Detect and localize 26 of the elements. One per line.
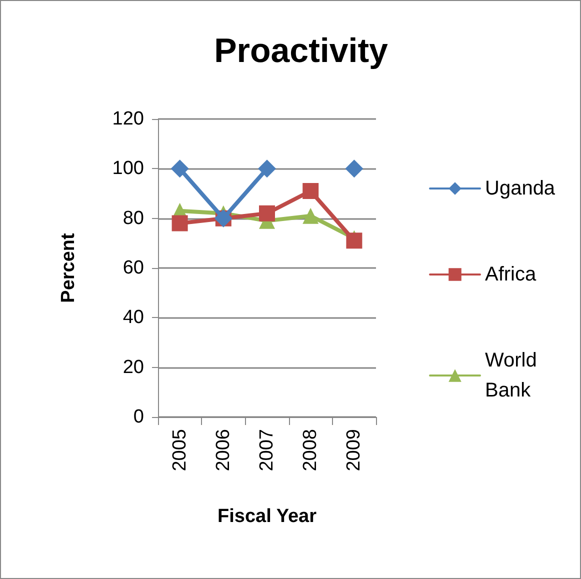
x-tick-label: 2007 <box>256 429 278 472</box>
point <box>302 208 319 224</box>
y-tick-label: 20 <box>122 356 144 378</box>
legend-label: World Bank <box>485 350 542 402</box>
point <box>172 215 188 232</box>
legend-label: Uganda <box>485 178 556 200</box>
chart-title: Proactivity <box>214 32 388 70</box>
x-tick-label: 2006 <box>212 429 234 472</box>
point <box>259 205 275 222</box>
x-tick-label: 2008 <box>300 429 322 472</box>
y-tick-label: 100 <box>112 158 144 180</box>
y-tick-label: 40 <box>122 307 144 328</box>
y-axis-title: Percent <box>58 232 79 303</box>
x-tick-label: 2009 <box>344 429 365 472</box>
x-axis-title: Fiscal Year <box>218 506 318 527</box>
point <box>302 183 319 200</box>
legend-label: Africa <box>485 264 537 286</box>
y-tick-label: 80 <box>122 208 144 229</box>
point <box>170 160 189 178</box>
y-tick-label: 120 <box>112 108 144 130</box>
point <box>346 232 362 249</box>
point <box>258 160 276 178</box>
x-tick-label: 2005 <box>169 429 190 472</box>
y-tick-label: 60 <box>122 258 144 278</box>
y-tick-label: 0 <box>133 406 144 428</box>
point <box>345 160 364 178</box>
